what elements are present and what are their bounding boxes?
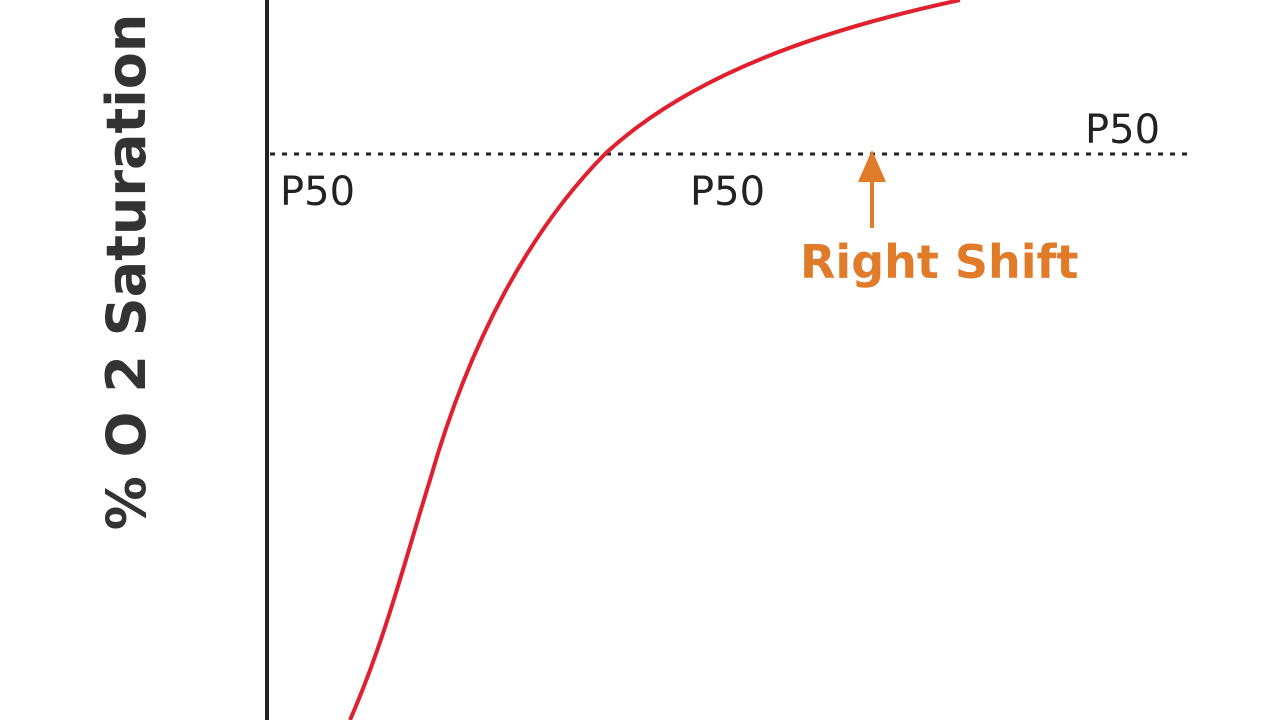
y-axis-label: % O 2 Saturation (95, 14, 158, 531)
p50-label: P50 (1085, 107, 1160, 153)
p50-label: P50 (280, 169, 355, 215)
p50-label: P50 (690, 169, 765, 215)
shift-arrowhead (858, 150, 886, 182)
annotation: Right Shift (800, 235, 1079, 289)
dissociation-curve (348, 0, 961, 720)
